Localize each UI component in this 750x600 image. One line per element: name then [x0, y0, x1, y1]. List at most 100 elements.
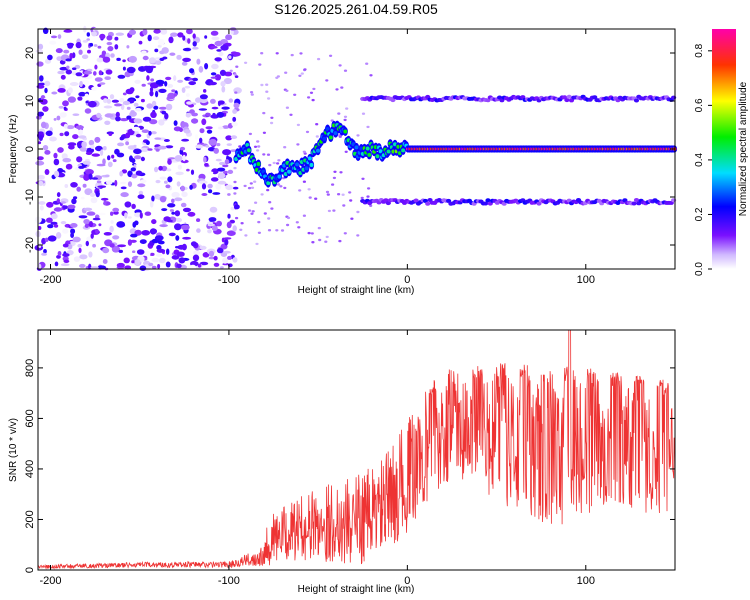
spectrogram-noise-cell [189, 184, 193, 190]
spectrogram-noise-cell [83, 207, 93, 211]
spectrogram-track-cell [375, 154, 380, 159]
spectrogram-noise-cell [153, 105, 159, 110]
spectrogram-noise-cell [107, 46, 114, 52]
spectrogram-noise-cell [103, 105, 113, 109]
spectrogram-noise-cell [214, 40, 223, 47]
spectrogram-noise-cell [92, 217, 101, 221]
spectrogram-noise-cell [114, 179, 118, 187]
spectrogram-noise-cell [224, 159, 230, 165]
spectrogram-noise-cell [205, 126, 213, 130]
spectrogram-noise-cell [224, 71, 233, 77]
spectrogram-noise-cell [73, 256, 81, 262]
spectrogram-scatter-cell [326, 193, 330, 196]
spectrogram-noise-cell [154, 48, 159, 53]
spectrogram-noise-cell [211, 106, 219, 110]
spectrogram-noise-cell [192, 254, 200, 262]
spectrogram-noise-cell [227, 255, 232, 260]
spectrogram-noise-cell [120, 192, 129, 198]
spectrogram-scatter-cell [262, 153, 266, 156]
spectrogram-noise-cell [222, 164, 229, 168]
spectrogram-noise-cell [76, 156, 83, 163]
spectrogram-noise-cell [223, 170, 228, 174]
spectrogram-noise-cell [97, 45, 102, 49]
spectrogram-noise-cell [114, 44, 119, 50]
spectrogram-noise-cell [215, 183, 222, 190]
spectrogram-scatter-cell [256, 149, 260, 152]
spectrogram-noise-cell [192, 77, 199, 82]
spectrogram-noise-cell [65, 163, 73, 170]
spectrogram-noise-cell [90, 144, 95, 149]
spectrogram-noise-cell [94, 136, 101, 143]
spectrogram-noise-cell [83, 70, 93, 75]
spectrogram-scatter-cell [317, 57, 321, 61]
spectrogram-noise-cell [128, 29, 136, 35]
spectrogram-noise-cell [161, 110, 167, 115]
spectrogram-scatter-cell [337, 193, 341, 196]
spectrogram-scatter-cell [265, 90, 269, 93]
spectrogram-noise-cell [45, 130, 53, 137]
spectrogram-noise-cell [121, 169, 128, 174]
spectrogram-noise-cell [160, 28, 168, 35]
spectrogram-noise-cell [116, 152, 125, 158]
spectrogram-noise-cell [190, 241, 197, 247]
spectrogram-noise-cell [159, 50, 165, 55]
spectrogram-noise-cell [219, 161, 226, 166]
spectrogram-noise-cell [96, 163, 106, 167]
spectrogram-noise-cell [105, 174, 110, 178]
spectrogram-noise-cell [104, 76, 111, 80]
spectrogram-sideband-cell [383, 198, 389, 203]
spectrogram-noise-cell [199, 128, 205, 134]
spectrogram-noise-cell [138, 40, 143, 45]
spectrogram-noise-cell [178, 257, 186, 264]
spectrogram-noise-cell [157, 240, 165, 245]
spectrogram-noise-cell [182, 154, 186, 162]
colorbar-gradient [712, 29, 736, 269]
spectrogram-noise-cell [227, 213, 231, 219]
spectrogram-noise-cell [176, 251, 185, 257]
spectrogram-scatter-cell [325, 235, 329, 239]
spectrogram-scatter-cell [307, 96, 311, 99]
spectrogram-sideband-cell [566, 94, 572, 99]
spectrogram-noise-cell [191, 118, 199, 124]
spectrogram-noise-cell [165, 145, 174, 149]
spectrogram-noise-cell [57, 168, 64, 173]
spectrogram-noise-cell [169, 52, 176, 56]
spectrogram-noise-cell [139, 212, 143, 219]
spectrogram-scatter-cell [244, 234, 248, 237]
figure-title: S126.2025.261.04.59.R05 [274, 1, 438, 17]
spectrogram-noise-cell [53, 158, 60, 166]
spectrogram-y-tick-label: 0 [24, 146, 36, 152]
spectrogram-noise-cell [66, 65, 70, 70]
spectrogram-noise-cell [78, 135, 87, 139]
spectrogram-noise-cell [87, 100, 97, 108]
spectrogram-noise-cell [37, 226, 42, 230]
spectrogram-noise-cell [170, 32, 178, 37]
spectrogram-track-cell [386, 149, 391, 154]
spectrogram-noise-cell [83, 174, 90, 181]
spectrogram-noise-cell [127, 170, 133, 178]
spectrogram-noise-cell [191, 112, 199, 117]
spectrogram-scatter-cell [268, 201, 272, 204]
colorbar-tick-label: 0.2 [694, 207, 705, 221]
spectrogram-scatter-cell [317, 226, 321, 230]
spectrogram-noise-cell [218, 172, 226, 180]
spectrogram-noise-cell [85, 151, 93, 155]
spectrogram-noise-cell [88, 139, 95, 146]
spectrogram-noise-cell [158, 165, 163, 171]
spectrogram-noise-cell [175, 171, 184, 176]
spectrogram-noise-cell [152, 36, 160, 41]
spectrogram-noise-cell [138, 190, 144, 195]
spectrogram-noise-cell [44, 87, 48, 94]
spectrogram-scatter-cell [349, 199, 353, 202]
spectrogram-noise-cell [183, 129, 191, 134]
spectrogram-noise-cell [92, 243, 96, 248]
colorbar-tick-label: 0.8 [694, 43, 705, 57]
spectrogram-noise-cell [62, 100, 69, 107]
spectrogram-scatter-cell [229, 69, 233, 73]
spectrogram-noise-cell [218, 51, 224, 57]
spectrogram-noise-cell [86, 38, 90, 41]
spectrogram-track-cell [307, 156, 312, 161]
spectrogram-noise-cell [56, 198, 60, 204]
spectrogram-noise-cell [88, 251, 93, 258]
spectrogram-scatter-cell [303, 152, 307, 155]
